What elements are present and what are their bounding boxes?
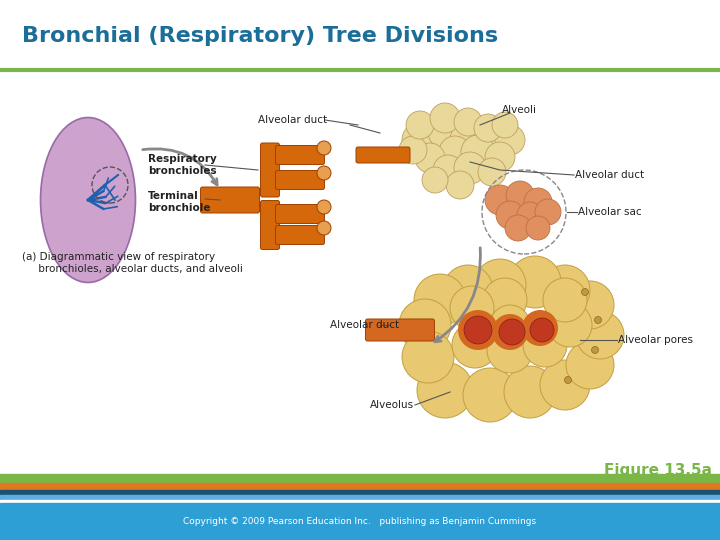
Text: Alveolar pores: Alveolar pores: [618, 335, 693, 345]
Text: Alveolar sac: Alveolar sac: [578, 207, 642, 217]
Text: Terminal
bronchiole: Terminal bronchiole: [148, 191, 210, 213]
Circle shape: [566, 341, 614, 389]
Circle shape: [428, 115, 462, 149]
Circle shape: [406, 111, 434, 139]
FancyBboxPatch shape: [200, 187, 259, 213]
Circle shape: [443, 265, 493, 315]
Circle shape: [496, 201, 524, 229]
Bar: [0, 495, 720, 500]
Bar: [0, 490, 720, 495]
Circle shape: [317, 221, 331, 235]
Circle shape: [506, 181, 534, 209]
Circle shape: [540, 265, 590, 315]
FancyBboxPatch shape: [276, 145, 325, 165]
Circle shape: [492, 314, 528, 350]
Circle shape: [452, 322, 498, 368]
Circle shape: [422, 167, 448, 193]
Circle shape: [490, 305, 530, 345]
Ellipse shape: [40, 118, 135, 282]
Text: Alveoli: Alveoli: [502, 105, 537, 115]
Circle shape: [509, 256, 561, 308]
Circle shape: [523, 323, 567, 367]
Circle shape: [517, 202, 543, 228]
FancyBboxPatch shape: [276, 205, 325, 224]
Circle shape: [415, 143, 445, 173]
Circle shape: [540, 360, 590, 410]
Circle shape: [543, 278, 587, 322]
Text: Alveolar duct: Alveolar duct: [330, 320, 399, 330]
Circle shape: [499, 319, 525, 345]
Circle shape: [566, 281, 614, 329]
Text: Alveolar duct: Alveolar duct: [575, 170, 644, 180]
Circle shape: [535, 199, 561, 225]
Circle shape: [450, 122, 486, 158]
Circle shape: [461, 135, 495, 169]
Bar: [0, 0, 720, 70]
Bar: [0, 500, 720, 503]
FancyBboxPatch shape: [261, 200, 279, 249]
Circle shape: [402, 331, 454, 383]
Circle shape: [548, 303, 592, 347]
Text: Figure 13.5a: Figure 13.5a: [604, 463, 712, 478]
Text: Respiratory
bronchioles: Respiratory bronchioles: [148, 154, 217, 176]
Bar: [0, 483, 720, 490]
Circle shape: [464, 316, 492, 344]
FancyBboxPatch shape: [366, 319, 434, 341]
Circle shape: [454, 108, 482, 136]
Circle shape: [478, 158, 506, 186]
Text: Alveolus: Alveolus: [370, 400, 414, 410]
FancyBboxPatch shape: [276, 226, 325, 245]
Circle shape: [439, 136, 471, 168]
Circle shape: [433, 155, 463, 185]
Circle shape: [485, 142, 515, 172]
Circle shape: [505, 215, 531, 241]
Circle shape: [495, 125, 525, 155]
Circle shape: [474, 259, 526, 311]
Circle shape: [487, 327, 533, 373]
Circle shape: [504, 366, 556, 418]
Circle shape: [595, 316, 601, 323]
Text: Alveolar duct: Alveolar duct: [258, 115, 327, 125]
Circle shape: [450, 286, 494, 330]
Circle shape: [576, 311, 624, 359]
Bar: [0, 70, 720, 474]
Circle shape: [317, 200, 331, 214]
Text: Bronchial (Respiratory) Tree Divisions: Bronchial (Respiratory) Tree Divisions: [22, 26, 498, 46]
Circle shape: [592, 347, 598, 354]
FancyBboxPatch shape: [356, 147, 410, 163]
Circle shape: [522, 310, 558, 346]
Circle shape: [492, 112, 518, 138]
Circle shape: [582, 288, 588, 295]
Circle shape: [463, 368, 517, 422]
Circle shape: [399, 299, 451, 351]
Circle shape: [564, 376, 572, 383]
FancyBboxPatch shape: [261, 143, 279, 197]
Circle shape: [417, 362, 473, 418]
Circle shape: [317, 166, 331, 180]
Circle shape: [402, 122, 438, 158]
Text: Copyright © 2009 Pearson Education Inc.   publishing as Benjamin Cummings: Copyright © 2009 Pearson Education Inc. …: [184, 517, 536, 526]
Text: (a) Diagrammatic view of respiratory
     bronchioles, alveolar ducts, and alveo: (a) Diagrammatic view of respiratory bro…: [22, 252, 243, 274]
Bar: [0, 503, 720, 540]
Circle shape: [530, 318, 554, 342]
Circle shape: [414, 274, 466, 326]
Circle shape: [524, 188, 552, 216]
Circle shape: [430, 103, 460, 133]
Circle shape: [446, 171, 474, 199]
Circle shape: [399, 136, 427, 164]
Circle shape: [458, 310, 498, 350]
Circle shape: [474, 129, 506, 161]
Circle shape: [474, 114, 502, 142]
Circle shape: [483, 278, 527, 322]
FancyBboxPatch shape: [276, 171, 325, 190]
Circle shape: [454, 152, 486, 184]
Bar: [0, 474, 720, 483]
Circle shape: [317, 141, 331, 155]
Circle shape: [485, 185, 515, 215]
Circle shape: [526, 216, 550, 240]
